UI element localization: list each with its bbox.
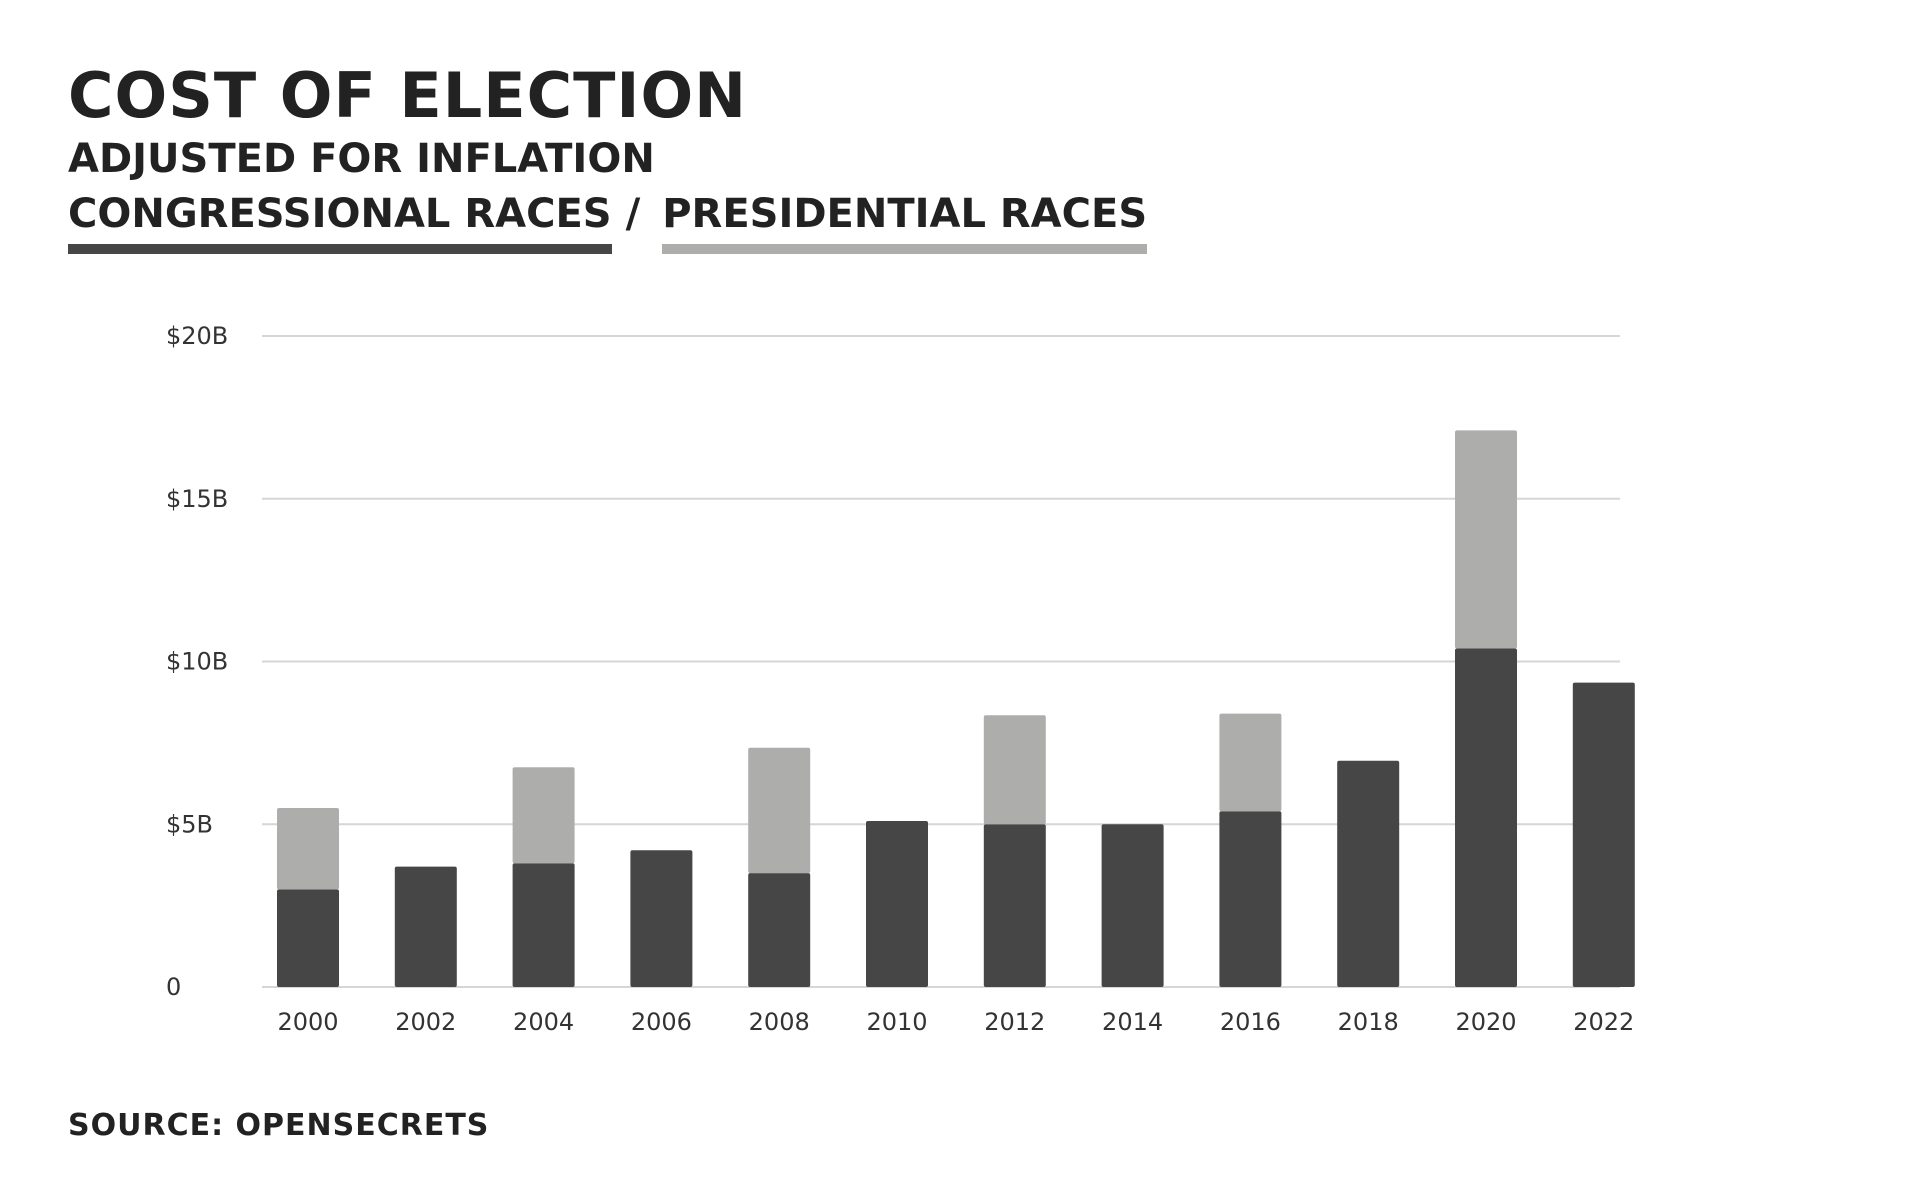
bar-congressional [866,820,928,987]
x-tick-label: 2018 [1338,1008,1399,1036]
legend-swatch-presidential [662,244,1148,254]
bar-congressional [1455,648,1517,987]
y-tick-label: $20B [166,322,228,350]
x-tick-label: 2020 [1455,1008,1516,1036]
x-tick-label: 2006 [631,1008,692,1036]
bar-congressional [983,824,1046,987]
x-tick-label: 2014 [1102,1008,1163,1036]
bar-presidential [1219,713,1282,812]
y-tick-label: $15B [166,485,228,513]
x-tick-label: 2002 [395,1008,456,1036]
x-tick-label: 2022 [1573,1008,1634,1036]
legend-swatch-congressional [68,244,612,254]
source-note: SOURCE: OPENSECRETS [68,1108,490,1143]
bar-presidential [277,807,339,890]
bar-presidential [748,747,811,874]
bar-congressional [277,889,339,987]
x-tick-label: 2000 [277,1008,338,1036]
bar-congressional [1337,760,1400,987]
y-tick-label: $5B [166,810,213,838]
bar-congressional [394,866,457,987]
legend-label-congressional: CONGRESSIONAL RACES [68,191,612,237]
bar-congressional [1572,682,1635,987]
bar-presidential [983,715,1046,825]
legend-label-presidential: PRESIDENTIAL RACES [662,191,1148,237]
x-tick-label: 2012 [984,1008,1045,1036]
chart-subtitle: ADJUSTED FOR INFLATION [68,136,655,182]
chart-title: COST OF ELECTION [68,59,748,132]
y-tick-label: $10B [166,648,228,676]
chart-header: COST OF ELECTION ADJUSTED FOR INFLATION … [68,59,1148,254]
legend-separator: / [625,191,641,237]
bar-presidential [512,767,575,864]
bar-presidential [1455,430,1517,649]
bar-congressional [630,850,693,987]
x-tick-label: 2004 [513,1008,574,1036]
legend-item-congressional: CONGRESSIONAL RACES [68,188,612,254]
bar-congressional [512,863,575,987]
bar-congressional [748,873,811,987]
x-tick-label: 2010 [866,1008,927,1036]
y-tick-label: 0 [166,973,181,1001]
legend-item-presidential: PRESIDENTIAL RACES [662,188,1148,254]
legend: CONGRESSIONAL RACES / PRESIDENTIAL RACES [68,188,1148,254]
bar-congressional [1101,824,1164,987]
bar-congressional [1219,811,1282,987]
x-tick-label: 2016 [1220,1008,1281,1036]
x-tick-label: 2008 [749,1008,810,1036]
